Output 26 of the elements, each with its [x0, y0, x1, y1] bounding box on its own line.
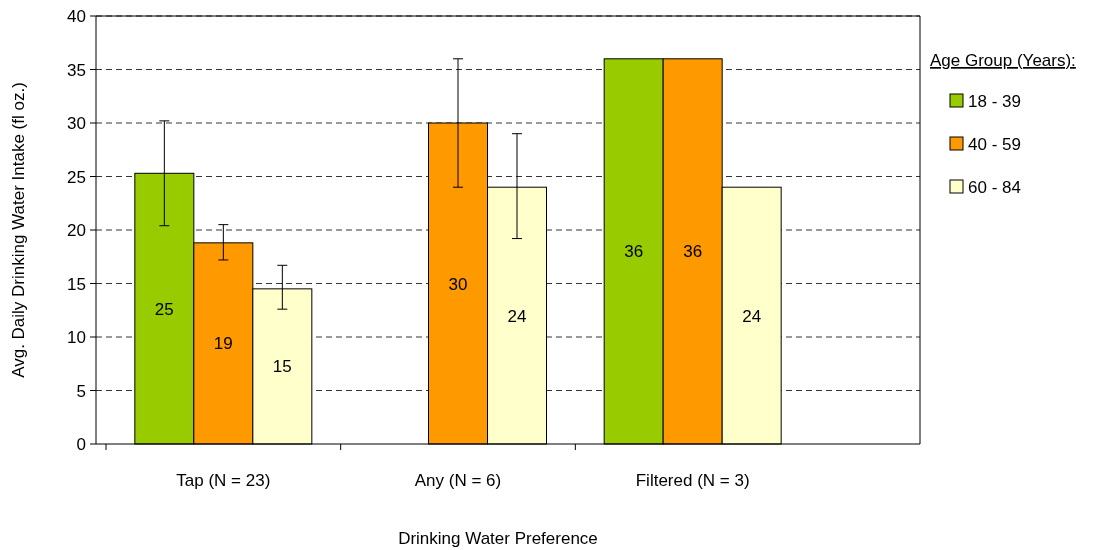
data-label: 24	[742, 306, 762, 326]
x-tick-label: Filtered (N = 3)	[635, 471, 750, 490]
y-tick-label: 40	[67, 7, 86, 26]
legend-label: 40 - 59	[968, 135, 1021, 154]
data-label: 30	[448, 274, 468, 294]
y-axis-title: Avg. Daily Drinking Water Intake (fl oz.)	[9, 82, 28, 378]
y-tick-label: 15	[67, 274, 86, 294]
data-label: 24	[507, 306, 527, 326]
x-axis-title: Drinking Water Preference	[398, 529, 598, 548]
y-tick-label: 25	[67, 167, 86, 187]
y-tick-label: 0	[76, 435, 86, 454]
data-label: 25	[154, 299, 174, 319]
data-label: 19	[213, 334, 233, 354]
y-tick-label: 20	[67, 221, 86, 240]
y-tick-label: 10	[67, 328, 86, 347]
y-tick-label: 30	[67, 114, 86, 133]
data-label: 15	[272, 357, 292, 377]
legend-label: 18 - 39	[968, 92, 1021, 111]
legend-label: 60 - 84	[968, 178, 1021, 197]
y-tick-label: 5	[76, 381, 86, 401]
y-tick-label: 35	[67, 60, 86, 80]
data-label: 36	[624, 242, 644, 262]
legend-title: Age Group (Years):	[930, 51, 1076, 70]
data-label: 36	[683, 242, 703, 262]
x-tick-label: Tap (N = 23)	[176, 471, 271, 490]
x-tick-label: Any (N = 6)	[414, 471, 502, 490]
